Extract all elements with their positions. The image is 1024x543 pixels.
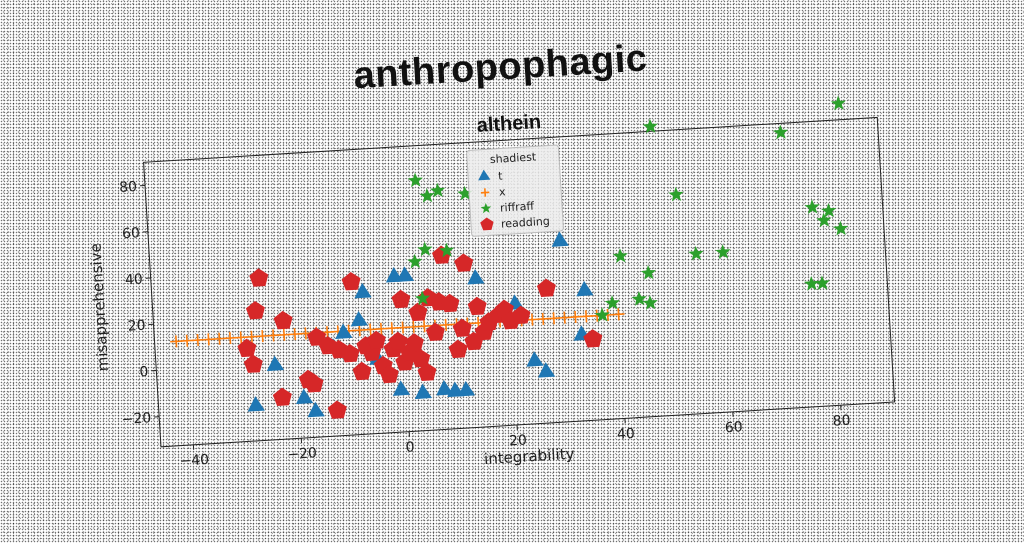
y-tick-label: −20 — [121, 410, 151, 428]
y-tick-label: 80 — [119, 179, 138, 196]
data-point-t — [396, 266, 414, 282]
x-tick-label: 20 — [509, 432, 528, 449]
legend-entry: x — [499, 185, 507, 198]
data-point-x — [537, 313, 550, 326]
y-tick-label: 20 — [127, 318, 146, 335]
data-point-riffraff — [640, 265, 656, 280]
data-point-riffraff — [604, 295, 620, 310]
data-point-riffraff — [612, 248, 628, 263]
x-tick-label: −20 — [287, 445, 317, 463]
data-point-t — [266, 355, 284, 371]
data-point-riffraff — [803, 276, 819, 291]
data-point-readding — [452, 318, 472, 337]
data-point-readding — [454, 253, 474, 272]
data-point-x — [256, 330, 269, 343]
data-point-x — [191, 334, 204, 347]
data-point-x — [289, 328, 302, 341]
data-point-t — [575, 280, 593, 296]
data-point-x — [170, 335, 183, 348]
x-tick-label: 80 — [832, 413, 851, 430]
data-point-x — [267, 329, 280, 342]
data-point-x — [213, 332, 226, 345]
data-point-x — [612, 308, 625, 321]
data-point-t — [350, 310, 368, 326]
data-point-t — [414, 383, 432, 399]
data-point-riffraff — [631, 291, 647, 306]
data-point-readding — [245, 300, 265, 319]
data-marks — [158, 95, 864, 428]
data-point-x — [580, 310, 593, 323]
x-tick-label: 0 — [405, 439, 415, 456]
y-tick-label: 0 — [139, 364, 149, 381]
data-point-readding — [237, 338, 257, 357]
data-point-riffraff — [668, 186, 684, 201]
data-point-x — [396, 321, 409, 334]
y-tick-label: 40 — [124, 271, 143, 288]
chart-title: althein — [476, 111, 542, 137]
x-tick-label: 40 — [616, 426, 635, 443]
data-point-x — [224, 332, 237, 345]
data-point-riffraff — [814, 275, 830, 290]
data-point-readding — [352, 361, 372, 380]
x-tick-label: −40 — [179, 452, 209, 470]
x-tick-label: 60 — [724, 419, 743, 436]
y-tick-label: 60 — [122, 225, 141, 242]
data-point-t — [525, 351, 543, 367]
data-point-x — [569, 311, 582, 324]
data-point-x — [202, 333, 215, 346]
data-point-readding — [249, 268, 269, 287]
y-axis-label: misapprehensive — [86, 243, 112, 372]
data-point-riffraff — [833, 220, 849, 235]
data-point-riffraff — [773, 124, 789, 139]
data-point-riffraff — [715, 244, 731, 259]
x-axis-label: integrability — [484, 445, 575, 468]
data-point-readding — [341, 271, 361, 290]
data-point-t — [457, 380, 475, 396]
data-point-readding — [272, 387, 292, 406]
data-point-riffraff — [804, 199, 820, 214]
data-point-t — [247, 396, 265, 412]
data-point-riffraff — [688, 245, 704, 260]
data-point-readding — [583, 329, 603, 348]
data-point-x — [407, 321, 420, 334]
data-point-t — [307, 401, 325, 417]
data-point-readding — [536, 278, 556, 297]
data-point-readding — [467, 296, 487, 315]
data-point-readding — [273, 310, 293, 329]
data-point-riffraff — [417, 241, 433, 256]
data-point-riffraff — [830, 95, 846, 110]
data-point-x — [278, 328, 291, 341]
data-point-x — [558, 311, 571, 324]
data-point-readding — [243, 354, 263, 373]
data-point-x — [547, 312, 560, 325]
data-point-readding — [391, 289, 411, 308]
data-point-riffraff — [407, 253, 423, 268]
data-point-readding — [448, 339, 468, 358]
data-point-x — [181, 334, 194, 347]
legend-entry: riffraff — [500, 200, 535, 215]
data-point-t — [551, 231, 569, 247]
data-point-riffraff — [407, 172, 423, 187]
data-point-readding — [327, 400, 347, 419]
data-point-x — [386, 322, 399, 335]
